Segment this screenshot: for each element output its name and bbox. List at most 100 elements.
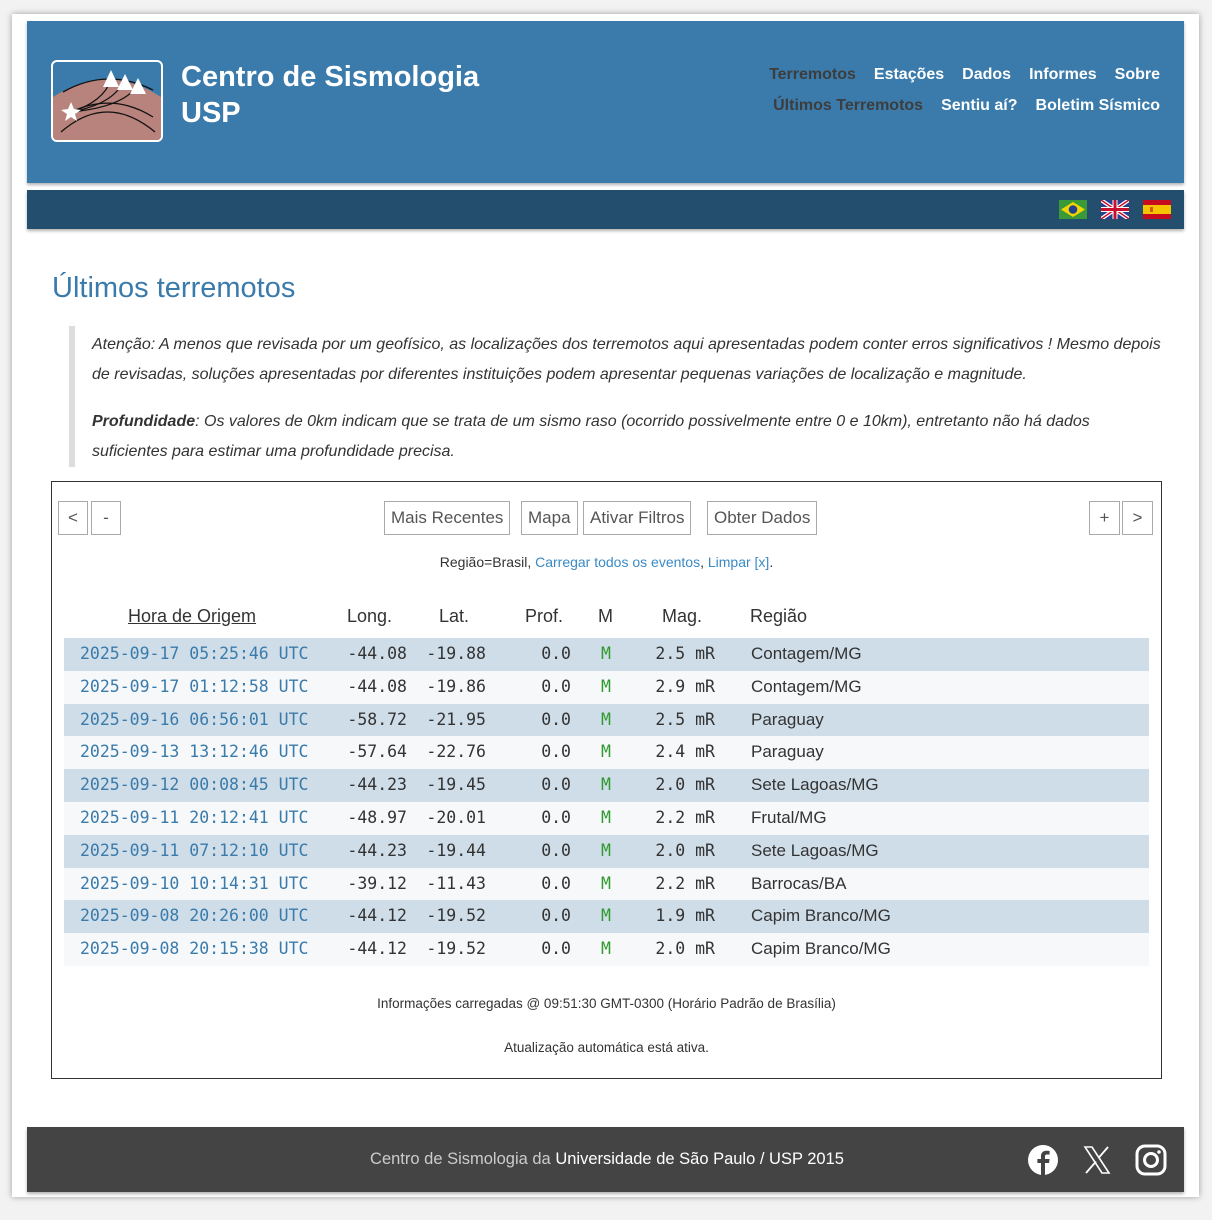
minus-button[interactable]: - xyxy=(91,501,121,535)
most-recent-button[interactable]: Mais Recentes xyxy=(384,501,511,535)
cell-method: M xyxy=(601,775,611,795)
cell-method: M xyxy=(601,807,611,827)
cell-method: M xyxy=(601,742,611,762)
table-header: Hora de Origem Long. Lat. Prof. M Mag. R… xyxy=(64,606,1149,632)
nav-boletim-sismico[interactable]: Boletim Sísmico xyxy=(1035,97,1160,114)
cell-latitude: -22.76 xyxy=(426,742,486,762)
footer-text: Centro de Sismologia da Universidade de … xyxy=(370,1150,844,1168)
clear-link[interactable]: Limpar [x] xyxy=(707,554,770,570)
cell-longitude: -39.12 xyxy=(347,873,407,893)
cell-latitude: -11.43 xyxy=(426,873,486,893)
cell-depth: 0.0 xyxy=(541,840,571,860)
cell-origin-time[interactable]: 2025-09-17 01:12:58 UTC xyxy=(80,676,309,696)
footer: Centro de Sismologia da Universidade de … xyxy=(27,1127,1184,1192)
load-all-link[interactable]: Carregar todos os eventos xyxy=(535,554,701,570)
cell-magnitude: 2.5 mR xyxy=(655,709,715,729)
cell-region: Paraguay xyxy=(751,709,824,729)
x-icon[interactable] xyxy=(1081,1144,1113,1176)
cell-depth: 0.0 xyxy=(541,807,571,827)
table-row[interactable]: 2025-09-08 20:15:38 UTC -44.12 -19.52 0.0 M 2… xyxy=(64,933,1149,966)
table-row[interactable]: 2025-09-11 07:12:10 UTC -44.23 -19.44 0.0 M 2… xyxy=(64,834,1149,868)
table-row[interactable]: 2025-09-13 13:12:46 UTC -57.64 -22.76 0.0 M 2… xyxy=(64,736,1149,770)
brazil-flag-icon[interactable] xyxy=(1059,200,1087,219)
map-button[interactable]: Mapa xyxy=(521,501,578,535)
cell-magnitude: 2.0 mR xyxy=(655,775,715,795)
nav-terremotos[interactable]: Terremotos xyxy=(769,66,856,83)
cell-origin-time[interactable]: 2025-09-16 06:56:01 UTC xyxy=(80,709,309,729)
cell-origin-time[interactable]: 2025-09-11 20:12:41 UTC xyxy=(80,807,309,827)
header-long: Long. xyxy=(347,606,393,626)
earthquake-table: 2025-09-17 05:25:46 UTC -44.08 -19.88 0.0 M 2… xyxy=(64,638,1149,966)
cell-latitude: -19.45 xyxy=(426,775,486,795)
cell-depth: 0.0 xyxy=(541,775,571,795)
cell-origin-time[interactable]: 2025-09-08 20:26:00 UTC xyxy=(80,906,309,926)
cell-latitude: -21.95 xyxy=(426,709,486,729)
nav-sentiu-ai[interactable]: Sentiu aí? xyxy=(941,97,1018,114)
cell-origin-time[interactable]: 2025-09-08 20:15:38 UTC xyxy=(80,939,309,959)
header: Centro de Sismologia USP Terremotos Estaç… xyxy=(27,21,1184,183)
cell-origin-time[interactable]: 2025-09-10 10:14:31 UTC xyxy=(80,873,309,893)
nav-sobre[interactable]: Sobre xyxy=(1114,66,1160,83)
instagram-icon[interactable] xyxy=(1135,1144,1167,1176)
table-row[interactable]: 2025-09-08 20:26:00 UTC -44.12 -19.52 0.0 M 1… xyxy=(64,900,1149,934)
cell-depth: 0.0 xyxy=(541,873,571,893)
cell-region: Barrocas/BA xyxy=(751,873,847,893)
notice-warning: Atenção: A menos que revisada por um geo… xyxy=(92,336,1161,383)
cell-origin-time[interactable]: 2025-09-13 13:12:46 UTC xyxy=(80,742,309,762)
facebook-icon[interactable] xyxy=(1027,1144,1059,1176)
cell-magnitude: 2.2 mR xyxy=(655,873,715,893)
nav-informes[interactable]: Informes xyxy=(1029,66,1097,83)
cell-region: Frutal/MG xyxy=(751,807,827,827)
uk-flag-icon[interactable] xyxy=(1101,200,1129,219)
cell-region: Sete Lagoas/MG xyxy=(751,840,879,860)
nav-dados[interactable]: Dados xyxy=(962,66,1012,83)
cell-magnitude: 2.0 mR xyxy=(655,939,715,959)
cell-depth: 0.0 xyxy=(541,939,571,959)
cell-method: M xyxy=(601,939,611,959)
cell-method: M xyxy=(601,840,611,860)
usp-link[interactable]: Universidade de São Paulo / USP 2015 xyxy=(555,1150,844,1168)
cell-region: Paraguay xyxy=(751,742,824,762)
nav-ultimos-terremotos[interactable]: Últimos Terremotos xyxy=(773,97,924,114)
table-row[interactable]: 2025-09-16 06:56:01 UTC -58.72 -21.95 0.0 M 2… xyxy=(64,703,1149,737)
cell-region: Capim Branco/MG xyxy=(751,906,891,926)
next-button[interactable]: > xyxy=(1122,501,1153,535)
prev-button[interactable]: < xyxy=(58,501,88,535)
header-origin-time[interactable]: Hora de Origem xyxy=(128,606,257,626)
cell-method: M xyxy=(601,906,611,926)
header-mag: Mag. xyxy=(662,606,703,626)
plus-button[interactable]: + xyxy=(1089,501,1120,535)
cell-origin-time[interactable]: 2025-09-11 07:12:10 UTC xyxy=(80,840,309,860)
cell-magnitude: 1.9 mR xyxy=(655,906,715,926)
cell-origin-time[interactable]: 2025-09-12 00:08:45 UTC xyxy=(80,775,309,795)
language-bar xyxy=(27,190,1184,229)
notice: Atenção: A menos que revisada por um geo… xyxy=(69,326,1169,467)
cell-longitude: -44.23 xyxy=(347,840,407,860)
table-row[interactable]: 2025-09-17 05:25:46 UTC -44.08 -19.88 0.0 M 2… xyxy=(64,638,1149,671)
cell-method: M xyxy=(601,873,611,893)
auto-update-info: Atualização automática está ativa. xyxy=(504,1040,709,1055)
logo[interactable] xyxy=(51,60,163,142)
get-data-button[interactable]: Obter Dados xyxy=(707,501,818,535)
cell-region: Capim Branco/MG xyxy=(751,939,891,959)
table-row[interactable]: 2025-09-10 10:14:31 UTC -39.12 -11.43 0.0 M 2… xyxy=(64,867,1149,901)
table-row[interactable]: 2025-09-11 20:12:41 UTC -48.97 -20.01 0.0 M 2… xyxy=(64,801,1149,835)
cell-longitude: -44.08 xyxy=(347,644,407,663)
nav-estacoes[interactable]: Estações xyxy=(873,66,945,83)
spain-flag-icon[interactable] xyxy=(1143,200,1171,219)
cell-depth: 0.0 xyxy=(541,906,571,926)
cell-method: M xyxy=(601,676,611,696)
cell-longitude: -44.08 xyxy=(347,676,407,696)
table-row[interactable]: 2025-09-17 01:12:58 UTC -44.08 -19.86 0.0 M 2… xyxy=(64,670,1149,704)
loaded-info: Informações carregadas @ 09:51:30 GMT-03… xyxy=(377,996,836,1011)
cell-magnitude: 2.5 mR xyxy=(655,644,715,663)
table-row[interactable]: 2025-09-12 00:08:45 UTC -44.23 -19.45 0.0 M 2… xyxy=(64,769,1149,802)
cell-latitude: -19.88 xyxy=(426,644,486,663)
cell-origin-time[interactable]: 2025-09-17 05:25:46 UTC xyxy=(80,644,309,663)
cell-region: Contagem/MG xyxy=(751,676,862,696)
site-title[interactable]: Centro de Sismologia USP xyxy=(181,61,480,129)
cell-depth: 0.0 xyxy=(541,742,571,762)
filters-button[interactable]: Ativar Filtros xyxy=(583,501,692,535)
notice-depth: Profundidade: Os valores de 0km indicam … xyxy=(92,413,1090,460)
cell-longitude: -58.72 xyxy=(347,709,407,729)
